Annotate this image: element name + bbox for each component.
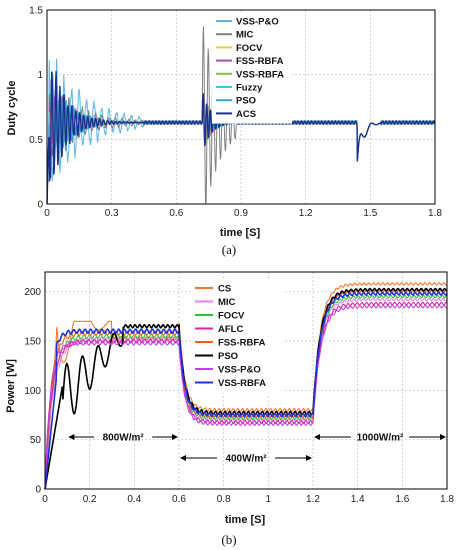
chart-a-legend: VSS-P&O MIC FOCV FSS-RBFA VSS-RBFA Fuzzy PSO AC… [212, 12, 292, 124]
chart-b-xtick-label: 0.8 [217, 494, 231, 505]
chart-b-legend-label: FOCV [218, 311, 245, 322]
chart-b-xtick-label: 0 [42, 494, 48, 505]
chart-b-ytick-label: 100 [24, 386, 41, 397]
chart-b-legend: CS MIC FOCV AFLC FSS-RBFA PSO VSS-P&O VSS-RBFA [191, 279, 283, 393]
chart-a-xtick-label: 0 [44, 208, 50, 219]
chart-a-ticks: 0 0.3 0.6 0.9 1.2 1.5 1.8 0 0.5 1 1.5 [29, 6, 442, 220]
chart-b-xtick-label: 1 [266, 494, 272, 505]
chart-b-series [44, 282, 448, 490]
chart-b-legend-label: MIC [218, 297, 236, 308]
chart-b-legend-label: VSS-RBFA [218, 378, 266, 389]
chart-b-frame [44, 271, 448, 490]
chart-a-xlabel: time [S] [220, 227, 261, 239]
chart-b-xlabel: time [S] [225, 514, 266, 526]
chart-b-xtick-label: 0.2 [83, 494, 97, 505]
chart-a-xtick-label: 0.3 [105, 208, 119, 219]
chart-b-legend-label: CS [218, 284, 231, 295]
chart-b-xtick-label: 1.6 [395, 494, 409, 505]
chart-a-ytick-label: 1.5 [29, 6, 43, 17]
chart-b-caption: (b) [221, 532, 236, 547]
chart-b-annotation-label: 400W/m² [225, 454, 267, 465]
chart-a-xtick-label: 1.5 [363, 208, 377, 219]
chart-b-xtick-label: 1.2 [306, 494, 320, 505]
chart-b-legend-label: PSO [218, 351, 238, 362]
chart-a-ytick-label: 0 [37, 200, 43, 211]
chart-a: 0 0.3 0.6 0.9 1.2 1.5 1.8 0 0.5 1 1.5 Duty cycle t… [6, 6, 442, 258]
chart-a-legend-label: FOCV [236, 43, 263, 54]
chart-a-legend-label: ACS [236, 109, 256, 120]
chart-b-xtick-label: 0.4 [127, 494, 141, 505]
chart-a-xtick-label: 0.9 [234, 208, 248, 219]
chart-b-ytick-label: 150 [24, 337, 41, 348]
chart-b-irradiance-annotations: 800W/m² 400W/m² 1000W/m² [68, 433, 446, 465]
chart-b: 0 0.2 0.4 0.6 0.8 1 1.2 1.4 1.6 1.8 0 50 100 150 200 8… [5, 271, 454, 547]
chart-b-legend-box [191, 279, 283, 393]
chart-b-legend-label: AFLC [218, 324, 243, 335]
chart-a-legend-label: PSO [236, 96, 256, 107]
chart-a-legend-label: VSS-P&O [236, 17, 279, 28]
chart-b-legend-label: FSS-RBFA [218, 338, 266, 349]
chart-a-legend-label: VSS-RBFA [236, 69, 284, 80]
chart-a-legend-label: FSS-RBFA [236, 56, 284, 67]
chart-b-legend-label: VSS-P&O [218, 365, 261, 376]
chart-b-ytick-label: 200 [24, 287, 41, 298]
chart-a-xtick-label: 0.6 [169, 208, 183, 219]
chart-a-ylabel: Duty cycle [6, 80, 18, 135]
chart-b-annotation-label: 1000W/m² [357, 433, 404, 444]
chart-b-ytick-label: 50 [30, 435, 42, 446]
chart-a-caption: (a) [222, 242, 236, 257]
chart-b-ticks: 0 0.2 0.4 0.6 0.8 1 1.2 1.4 1.6 1.8 0 50 100 150 200 [24, 287, 454, 505]
chart-a-xtick-label: 1.8 [428, 208, 442, 219]
chart-a-ytick-label: 1 [37, 70, 43, 81]
chart-a-frame [46, 9, 436, 205]
chart-a-ytick-label: 0.5 [29, 135, 43, 146]
chart-b-ytick-label: 0 [35, 485, 41, 496]
chart-b-ylabel: Power [W] [5, 359, 17, 413]
chart-b-xtick-label: 0.6 [172, 494, 186, 505]
chart-b-xtick-label: 1.8 [440, 494, 454, 505]
chart-b-series-line [44, 291, 448, 490]
chart-b-annotation-label: 800W/m² [103, 433, 145, 444]
chart-a-legend-box [212, 12, 292, 124]
chart-b-series-line [44, 304, 448, 490]
chart-b-xtick-label: 1.4 [351, 494, 365, 505]
chart-a-legend-label: Fuzzy [236, 83, 263, 94]
chart-a-legend-label: MIC [236, 30, 254, 41]
chart-a-xtick-label: 1.2 [299, 208, 313, 219]
chart-b-series-line [44, 289, 448, 490]
